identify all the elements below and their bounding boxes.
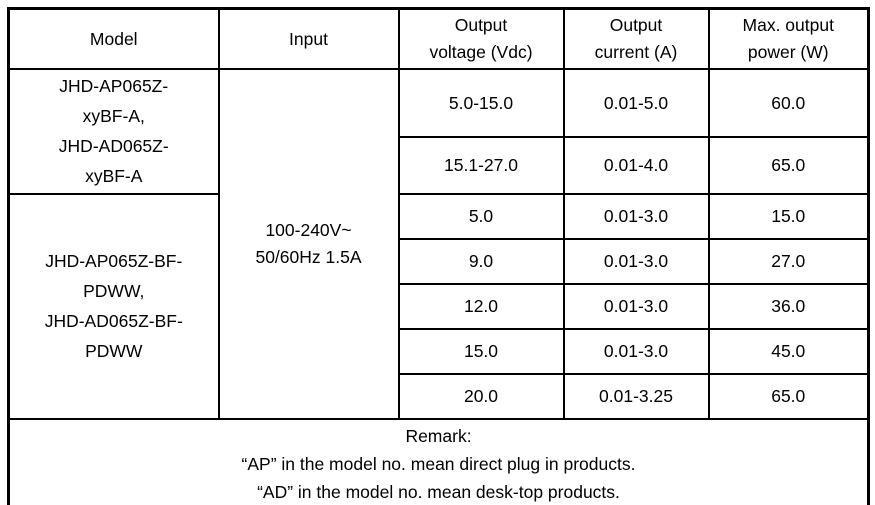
header-row: Model Input Output voltage (Vdc) Output … (7, 7, 870, 71)
current-cell: 0.01-3.0 (562, 193, 710, 241)
table-row: 15.0 0.01-3.0 45.0 (9, 328, 870, 376)
column-header-power: Max. output power (W) (707, 7, 870, 71)
current-cell: 0.01-3.0 (562, 238, 710, 286)
voltage-cell: 15.0 (397, 328, 565, 376)
remark-cell: Remark: “AP” in the model no. mean direc… (7, 418, 870, 505)
voltage-cell: 20.0 (397, 373, 565, 421)
voltage-cell: 15.1-27.0 (397, 136, 565, 196)
current-cell: 0.01-3.0 (562, 328, 710, 376)
table-row: 15.1-27.0 0.01-4.0 65.0 (9, 136, 870, 196)
remark-row: Remark: “AP” in the model no. mean direc… (7, 418, 870, 505)
model-group-1-cell: JHD-AP065Z- xyBF-A, JHD-AD065Z- xyBF-A (7, 68, 220, 196)
spec-table: Model Input Output voltage (Vdc) Output … (7, 7, 870, 505)
current-cell: 0.01-5.0 (562, 68, 710, 139)
power-cell: 60.0 (707, 68, 870, 139)
power-cell: 36.0 (707, 283, 870, 331)
input-value-cell: 100-240V~ 50/60Hz 1.5A (217, 68, 400, 421)
current-cell: 0.01-4.0 (562, 136, 710, 196)
column-header-input: Input (217, 7, 400, 71)
voltage-cell: 9.0 (397, 238, 565, 286)
table-row: 20.0 0.01-3.25 65.0 (9, 373, 870, 421)
power-cell: 65.0 (707, 136, 870, 196)
power-cell: 27.0 (707, 238, 870, 286)
power-cell: 65.0 (707, 373, 870, 421)
voltage-cell: 12.0 (397, 283, 565, 331)
column-header-model: Model (7, 7, 220, 71)
table-row: JHD-AP065Z- xyBF-A, JHD-AD065Z- xyBF-A 1… (7, 68, 870, 421)
column-header-voltage: Output voltage (Vdc) (397, 7, 565, 71)
current-cell: 0.01-3.25 (562, 373, 710, 421)
voltage-cell: 5.0-15.0 (397, 68, 565, 139)
voltage-cell: 5.0 (397, 193, 565, 241)
table-row: 9.0 0.01-3.0 27.0 (9, 238, 870, 286)
current-cell: 0.01-3.0 (562, 283, 710, 331)
power-cell: 45.0 (707, 328, 870, 376)
column-header-current: Output current (A) (562, 7, 710, 71)
model-group-2-cell: JHD-AP065Z-BF- PDWW, JHD-AD065Z-BF- PDWW (7, 193, 220, 421)
table-row: 12.0 0.01-3.0 36.0 (9, 283, 870, 331)
table-row: JHD-AP065Z-BF- PDWW, JHD-AD065Z-BF- PDWW… (7, 193, 870, 421)
power-cell: 15.0 (707, 193, 870, 241)
